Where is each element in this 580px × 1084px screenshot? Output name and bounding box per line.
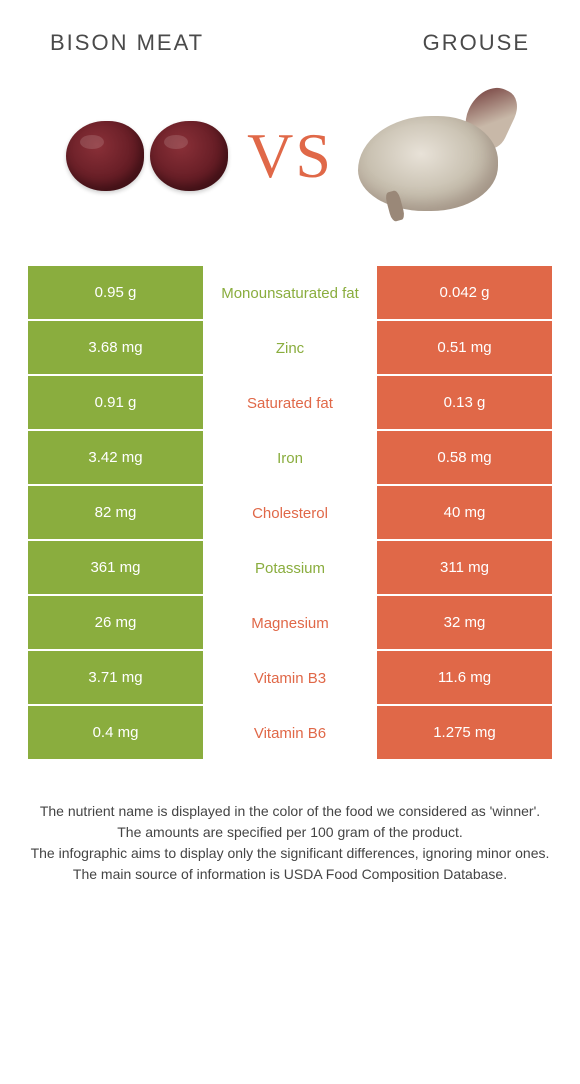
grouse-image (343, 86, 523, 226)
right-value: 40 mg (377, 486, 552, 541)
nutrient-label: Vitamin B6 (203, 706, 377, 761)
table-row: 361 mgPotassium311 mg (28, 541, 552, 596)
footer-line: The nutrient name is displayed in the co… (20, 801, 560, 822)
left-value: 26 mg (28, 596, 203, 651)
nutrient-label: Cholesterol (203, 486, 377, 541)
left-value: 0.91 g (28, 376, 203, 431)
table-row: 0.91 gSaturated fat0.13 g (28, 376, 552, 431)
table-row: 0.95 gMonounsaturated fat0.042 g (28, 266, 552, 321)
right-value: 311 mg (377, 541, 552, 596)
table-row: 82 mgCholesterol40 mg (28, 486, 552, 541)
left-value: 0.95 g (28, 266, 203, 321)
nutrient-label: Zinc (203, 321, 377, 376)
nutrient-label: Iron (203, 431, 377, 486)
steak-icon (150, 121, 228, 191)
left-food-title: Bison meat (50, 30, 204, 56)
right-value: 0.58 mg (377, 431, 552, 486)
steak-icon (66, 121, 144, 191)
left-value: 82 mg (28, 486, 203, 541)
footer-line: The infographic aims to display only the… (20, 843, 560, 864)
nutrient-label: Monounsaturated fat (203, 266, 377, 321)
right-food-title: Grouse (423, 30, 530, 56)
footer-notes: The nutrient name is displayed in the co… (0, 761, 580, 905)
footer-line: The main source of information is USDA F… (20, 864, 560, 885)
left-value: 3.42 mg (28, 431, 203, 486)
grouse-body-icon (358, 116, 498, 211)
right-value: 32 mg (377, 596, 552, 651)
nutrient-label: Potassium (203, 541, 377, 596)
left-value: 3.71 mg (28, 651, 203, 706)
right-value: 11.6 mg (377, 651, 552, 706)
nutrient-label: Magnesium (203, 596, 377, 651)
right-value: 1.275 mg (377, 706, 552, 761)
nutrient-label: Saturated fat (203, 376, 377, 431)
vs-label: VS (247, 119, 333, 193)
table-row: 3.42 mgIron0.58 mg (28, 431, 552, 486)
nutrient-table: 0.95 gMonounsaturated fat0.042 g3.68 mgZ… (28, 266, 552, 761)
table-row: 3.68 mgZinc0.51 mg (28, 321, 552, 376)
bison-meat-image (57, 86, 237, 226)
left-value: 0.4 mg (28, 706, 203, 761)
right-value: 0.042 g (377, 266, 552, 321)
table-row: 26 mgMagnesium32 mg (28, 596, 552, 651)
table-row: 0.4 mgVitamin B61.275 mg (28, 706, 552, 761)
table-row: 3.71 mgVitamin B311.6 mg (28, 651, 552, 706)
nutrient-label: Vitamin B3 (203, 651, 377, 706)
hero-section: VS (0, 66, 580, 266)
right-value: 0.13 g (377, 376, 552, 431)
right-value: 0.51 mg (377, 321, 552, 376)
header: Bison meat Grouse (0, 0, 580, 66)
left-value: 3.68 mg (28, 321, 203, 376)
left-value: 361 mg (28, 541, 203, 596)
footer-line: The amounts are specified per 100 gram o… (20, 822, 560, 843)
